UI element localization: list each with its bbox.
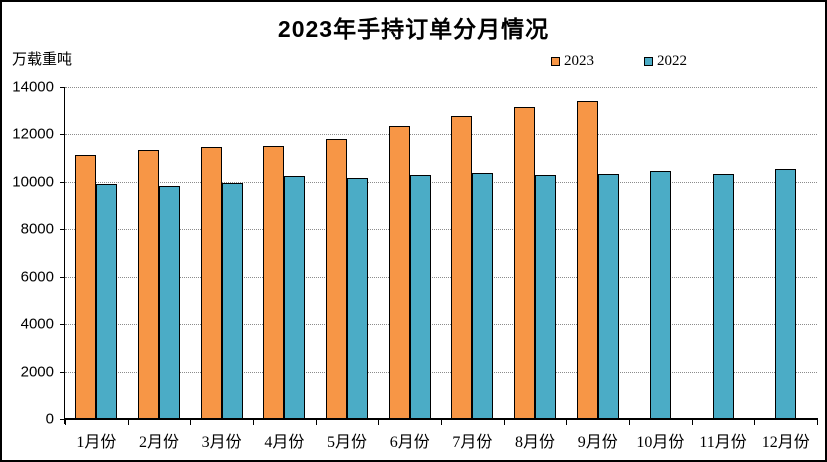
legend-item-2022: 2022 [644,53,687,70]
x-axis-label-1月份: 1月份 [76,434,117,451]
x-axis-tick [378,420,380,425]
category-group-3月份 [190,87,253,419]
y-axis-tick [60,87,65,88]
x-axis-tick [691,420,693,425]
x-axis-tick [566,420,568,425]
bar-2023-8月份 [514,107,536,419]
bar-2022-4月份 [284,176,306,419]
y-axis-unit-label: 万载重吨 [12,52,73,68]
x-axis-tick [315,420,317,425]
x-axis-tick [754,420,756,425]
x-axis-label-2月份: 2月份 [139,434,180,451]
bar-2023-4月份 [263,145,285,419]
bar-2022-5月份 [347,177,369,419]
bar-2023-6月份 [388,125,410,419]
category-group-4月份 [253,87,316,419]
x-axis-label-10月份: 10月份 [636,434,685,451]
legend-label-2023: 2023 [564,53,594,69]
bar-2022-9月份 [597,174,619,419]
y-axis-tick [60,229,65,231]
y-axis-tick [60,276,65,278]
gridline-12000 [65,134,817,136]
y-axis-tick-label: 4000 [20,315,54,333]
bar-2023-9月份 [576,101,598,419]
gridline-4000 [65,324,817,326]
category-group-2月份 [128,87,191,419]
bar-2023-7月份 [451,115,473,419]
x-axis-label-12月份: 12月份 [761,434,810,451]
category-group-12月份 [754,87,817,419]
x-axis-tick [441,420,442,425]
x-axis-label-5月份: 5月份 [327,434,368,451]
bar-2023-3月份 [200,147,222,419]
x-axis-label-4月份: 4月份 [264,434,305,451]
legend-label-2022: 2022 [657,53,687,69]
chart-title: 2023年手持订单分月情况 [277,16,550,42]
bar-2022-11月份 [712,173,734,419]
bar-2022-1月份 [96,184,118,419]
category-group-6月份 [378,87,441,419]
x-axis-tick [629,420,630,425]
y-axis-tick-label: 6000 [20,268,54,286]
bar-2022-12月份 [775,168,797,419]
x-axis-tick [190,420,192,425]
gridline-6000 [65,276,817,278]
y-axis-tick [60,419,65,420]
legend-swatch-2022-icon [644,57,653,66]
y-axis-tick-label: 0 [45,410,54,428]
bar-2022-6月份 [409,175,431,419]
category-group-9月份 [566,87,629,419]
x-axis-line [64,418,818,420]
gridline-10000 [65,181,817,183]
gridline-14000 [65,87,817,88]
category-group-10月份 [629,87,692,419]
bars-container [65,87,817,419]
category-group-1月份 [65,87,128,419]
y-axis-tick [60,324,65,326]
bar-2023-5月份 [326,139,348,419]
x-axis-labels: 1月份 2月份 3月份 4月份 5月份 6月份 7月份 8月份 9月份 10月份 11月份 12月份 [65,428,817,452]
y-axis-tick [60,181,65,183]
legend-item-2023: 2023 [551,53,594,70]
y-axis-tick-label: 8000 [20,220,54,238]
x-axis-tick [817,420,818,425]
bar-2022-3月份 [221,183,243,419]
x-axis-tick [65,420,66,425]
bar-2023-1月份 [75,155,97,419]
x-axis-tick [503,420,505,425]
legend: 2023 2022 [551,53,687,70]
category-group-7月份 [441,87,504,419]
gridline-8000 [65,229,817,231]
bar-2022-10月份 [649,171,671,419]
bar-2022-7月份 [472,173,494,419]
gridline-2000 [65,371,817,373]
y-axis-labels: 0 2000 4000 6000 8000 10000 12000 14000 [2,79,58,428]
y-axis-tick [60,371,65,373]
x-axis-label-9月份: 9月份 [577,434,618,451]
x-axis-label-7月份: 7月份 [452,434,493,451]
x-axis-label-3月份: 3月份 [201,434,242,451]
category-group-8月份 [504,87,567,419]
plot-area [65,87,817,419]
y-axis-tick-label: 2000 [20,363,54,381]
x-axis-tick [127,420,129,425]
category-group-11月份 [692,87,755,419]
x-axis-tick [253,420,254,425]
x-axis-label-8月份: 8月份 [515,434,556,451]
y-axis-line [64,87,65,424]
x-axis-label-6月份: 6月份 [389,434,430,451]
category-group-5月份 [316,87,379,419]
y-axis-tick [60,134,65,136]
bar-2022-2月份 [159,186,180,419]
y-axis-tick-label: 14000 [12,78,54,96]
bar-2023-2月份 [138,149,159,419]
x-axis-label-11月份: 11月份 [699,434,747,451]
y-axis-tick-label: 10000 [12,173,54,191]
legend-swatch-2023-icon [551,57,560,66]
bar-2022-8月份 [535,174,557,419]
y-axis-tick-label: 12000 [12,125,54,143]
